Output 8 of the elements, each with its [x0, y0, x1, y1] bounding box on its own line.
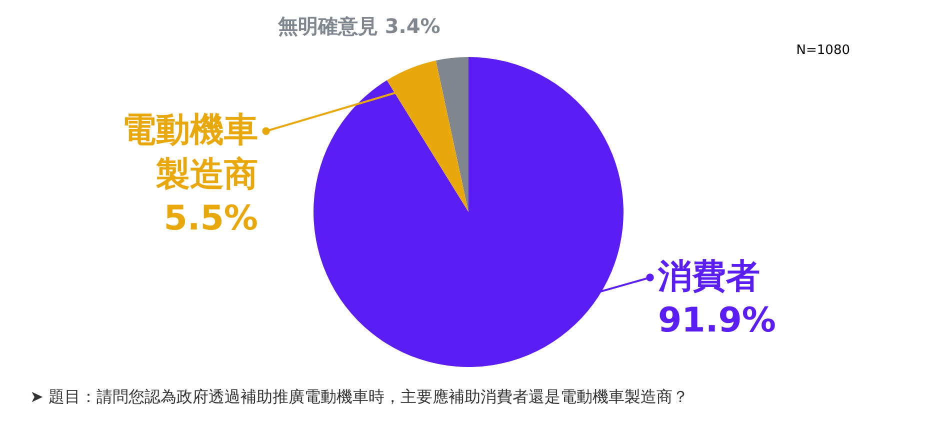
legend-label: 消費者	[657, 256, 760, 297]
slice-label: 無明確意見 3.4%	[276, 14, 440, 38]
data-label: 5.5%	[164, 198, 258, 239]
data-label: 91.9%	[658, 300, 776, 341]
text: N=1080	[796, 43, 850, 58]
text: ➤ 題目：請問您認為政府透過補助推廣電動機車時，主要應補助消費者還是電動機車製造商？	[30, 387, 688, 406]
slice-label: 電動機車製造商	[122, 110, 258, 194]
pie-slice	[436, 57, 468, 212]
